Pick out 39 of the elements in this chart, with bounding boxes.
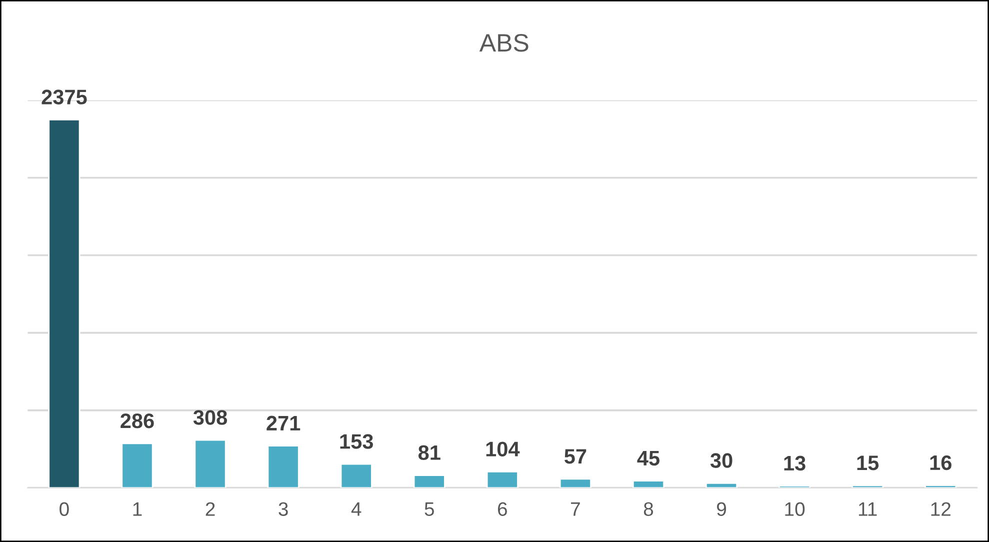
x-tick-label: 12: [931, 502, 950, 516]
data-label: 45: [637, 451, 660, 466]
data-label: 13: [784, 456, 806, 471]
bar: [632, 480, 665, 488]
x-tick-label: 0: [60, 502, 69, 516]
x-tick-label: 3: [278, 502, 288, 516]
data-label: 16: [930, 455, 952, 470]
data-label: 104: [486, 442, 520, 456]
data-label: 308: [193, 410, 228, 425]
x-tick-label: 8: [644, 502, 654, 516]
data-label: 153: [340, 434, 373, 449]
x-tick-label: 11: [858, 502, 877, 516]
bar: [340, 463, 372, 488]
x-tick-label: 9: [717, 502, 726, 516]
bar: [924, 484, 957, 488]
bar: [486, 470, 518, 488]
x-tick-label: 4: [351, 502, 362, 516]
bar: [194, 439, 226, 488]
chart-title: ABS: [479, 34, 528, 52]
x-tick-label: 1: [133, 502, 142, 516]
x-tick-label: 6: [498, 502, 507, 516]
data-label: 15: [857, 456, 879, 470]
data-label: 30: [710, 453, 732, 468]
bar: [559, 478, 592, 488]
bar: [267, 445, 300, 488]
x-tick-label: 10: [785, 502, 805, 516]
bar: [705, 482, 738, 488]
x-tick-label: 2: [206, 502, 215, 516]
bar: [413, 474, 446, 488]
data-label: 286: [120, 413, 154, 428]
data-label: 81: [418, 445, 440, 460]
data-label: 271: [266, 416, 300, 430]
x-tick-label: 5: [424, 502, 434, 516]
bar: [48, 118, 80, 488]
data-label: 2375: [42, 90, 87, 104]
bar: [121, 442, 154, 488]
data-label: 57: [564, 449, 586, 464]
bar: [778, 485, 811, 488]
x-tick-label: 7: [571, 502, 580, 516]
